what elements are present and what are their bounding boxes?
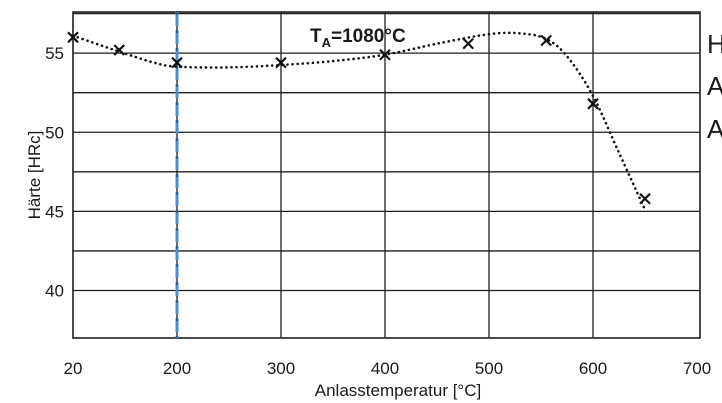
clipped-text-3: A [707, 114, 722, 144]
marker-layer [67, 31, 651, 205]
data-point-marker [113, 44, 126, 56]
clipped-text-2: A [707, 71, 722, 101]
data-point-marker [587, 98, 599, 110]
data-point-marker [379, 48, 391, 61]
data-point-marker [171, 56, 183, 69]
annotation-sub: A [322, 35, 332, 50]
data-point-marker [462, 37, 474, 50]
y-axis-label: Härte [HRc] [25, 131, 44, 220]
y-tick-label: 50 [45, 123, 64, 142]
x-tick-labels: 20 200 300 400 500 600 700 [64, 359, 712, 378]
data-point-marker [275, 56, 287, 69]
annotation: TA=1080°C [310, 26, 406, 50]
y-tick-label: 40 [45, 282, 64, 301]
data-point-marker [540, 34, 552, 47]
plot-background [73, 12, 700, 338]
plot-border [72, 11, 701, 339]
clipped-text-1: H [707, 29, 722, 59]
x-tick-label: 500 [475, 359, 503, 378]
y-tick-labels: 55 50 45 40 [45, 44, 64, 300]
x-tick-label: 300 [267, 359, 295, 378]
data-point-marker [67, 31, 79, 44]
x-tick-label: 700 [683, 359, 711, 378]
series-curve [71, 31, 647, 212]
y-tick-label: 55 [45, 44, 64, 63]
x-tick-label: 20 [64, 359, 83, 378]
x-tick-label: 600 [579, 359, 607, 378]
annotation-rest: =1080°C [331, 26, 406, 47]
curve-layer [71, 31, 647, 212]
y-tick-label: 45 [45, 202, 64, 221]
data-point-marker [639, 192, 651, 205]
x-tick-label: 200 [163, 359, 191, 378]
x-tick-label: 400 [371, 359, 399, 378]
x-axis-label: Anlasstemperatur [°C] [315, 381, 481, 400]
annotation-main: T [310, 26, 322, 47]
